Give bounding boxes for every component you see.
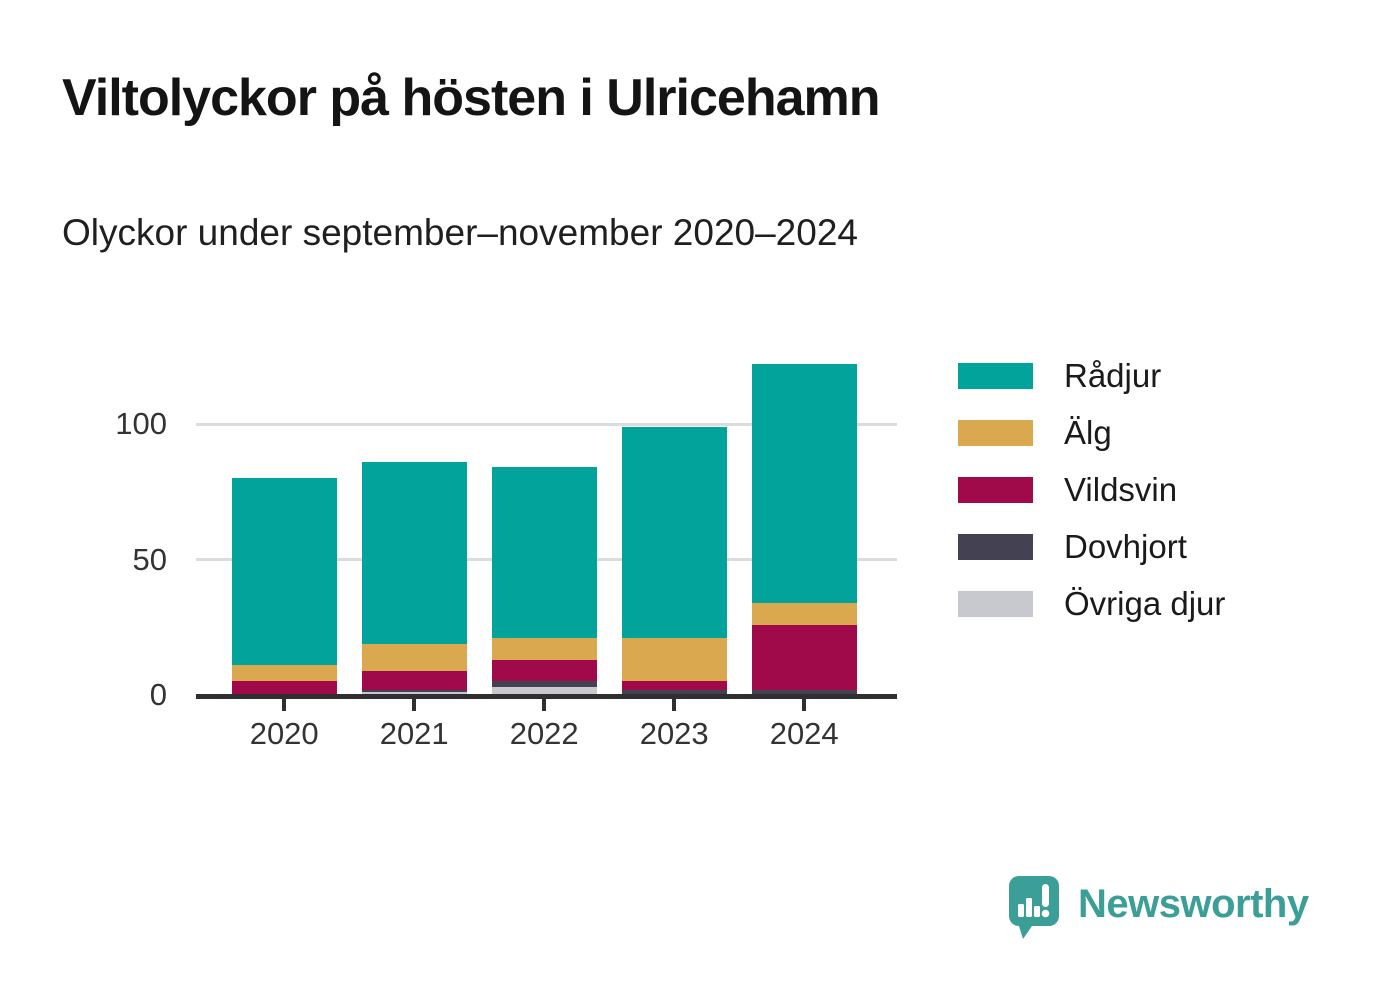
x-axis-line xyxy=(196,694,897,699)
legend-swatch xyxy=(958,477,1033,503)
bar-segment-2022-Dovhjort xyxy=(491,681,597,687)
x-axis-tick-label: 2023 xyxy=(639,716,709,751)
bar-segment-2024-Rådjur xyxy=(751,364,857,603)
legend-swatch xyxy=(958,420,1033,446)
y-axis-tick-label: 0 xyxy=(149,677,167,712)
x-axis-tick-label: 2022 xyxy=(509,716,579,751)
legend-swatch xyxy=(958,363,1033,389)
bar-segment-2023-Rådjur xyxy=(621,426,727,639)
bar-segment-2024-Älg xyxy=(751,602,857,625)
chart-subtitle: Olyckor under september–november 2020–20… xyxy=(62,212,858,253)
bar-segment-2023-Dovhjort xyxy=(621,689,727,695)
bar-segment-2021-Vildsvin xyxy=(361,670,467,690)
legend-label: Rådjur xyxy=(1064,357,1162,394)
x-axis-tick xyxy=(542,698,547,711)
y-axis-tick-label: 100 xyxy=(115,406,167,441)
bar-segment-2023-Älg xyxy=(621,638,727,682)
bar-segment-2020-Rådjur xyxy=(231,478,337,666)
legend-item-Vildsvin: Vildsvin xyxy=(958,471,1225,508)
bar-segment-2024-Vildsvin xyxy=(751,624,857,690)
x-axis-tick-label: 2020 xyxy=(249,716,319,751)
x-axis-tick xyxy=(412,698,417,711)
legend-label: Vildsvin xyxy=(1064,471,1178,508)
x-axis-tick xyxy=(672,698,677,711)
legend-item-Dovhjort: Dovhjort xyxy=(958,528,1225,565)
legend-label: Dovhjort xyxy=(1064,528,1187,565)
bar-segment-2022-Älg xyxy=(491,638,597,660)
brand-footer: Newsworthy xyxy=(1008,876,1309,940)
gridline-100 xyxy=(196,422,897,426)
newsworthy-logo-icon xyxy=(1009,876,1059,939)
bar-segment-2021-Rådjur xyxy=(361,461,467,644)
legend-swatch xyxy=(958,534,1033,560)
x-axis-tick xyxy=(282,698,287,711)
x-axis-tick-label: 2021 xyxy=(379,716,449,751)
legend-label: Älg xyxy=(1064,414,1112,451)
y-axis-tick-label: 50 xyxy=(132,541,167,577)
legend-swatch xyxy=(958,591,1033,617)
bar-segment-2021-Älg xyxy=(361,643,467,671)
x-axis-tick-label: 2024 xyxy=(769,716,839,751)
x-axis-tick xyxy=(802,698,807,711)
legend-item-Övriga djur: Övriga djur xyxy=(958,585,1225,622)
brand-name: Newsworthy xyxy=(1078,882,1309,926)
legend-item-Rådjur: Rådjur xyxy=(958,357,1225,394)
legend-item-Älg: Älg xyxy=(958,414,1225,451)
bar-segment-2021-Dovhjort xyxy=(361,689,467,693)
bar-segment-2022-Rådjur xyxy=(491,467,597,639)
chart-legend: Rådjur Älg Vildsvin Dovhjort Övriga djur xyxy=(958,357,1225,648)
legend-label: Övriga djur xyxy=(1064,585,1226,622)
chart-title: Viltolyckor på hösten i Ulricehamn xyxy=(62,69,880,127)
bar-segment-2023-Vildsvin xyxy=(621,681,727,690)
bar-segment-2021-Övriga djur xyxy=(361,692,467,695)
bar-segment-2022-Övriga djur xyxy=(491,686,597,695)
bar-segment-2024-Dovhjort xyxy=(751,689,857,695)
bar-segment-2020-Vildsvin xyxy=(231,681,337,695)
bar-segment-2022-Vildsvin xyxy=(491,659,597,682)
bar-segment-2020-Älg xyxy=(231,665,337,682)
